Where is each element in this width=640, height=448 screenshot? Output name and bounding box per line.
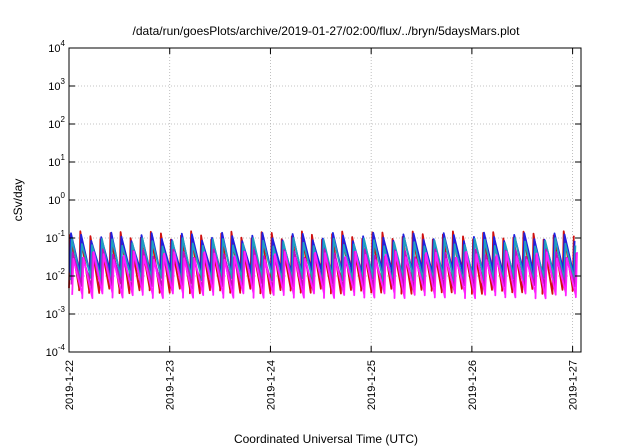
y-axis-label: cSv/day [11,179,25,222]
x-axis-label: Coordinated Universal Time (UTC) [234,432,418,446]
series-layer [68,230,578,300]
series-line [71,250,578,300]
y-tick-label: 10-4 [46,343,66,359]
y-tick-label: 100 [48,191,65,207]
y-tick-label: 10-1 [46,229,66,245]
y-tick-label: 104 [48,39,65,55]
x-tick-label: 2019-1-26 [467,360,479,410]
chart-title: /data/run/goesPlots/archive/2019-01-27/0… [133,24,521,38]
y-tick-label: 102 [48,115,65,131]
axis-ticks: 10-4 10-3 10-2 10-1 100 101 102 103 104 2019-1-22… [46,39,581,410]
y-tick-label: 103 [48,77,65,93]
x-tick-label: 2019-1-22 [64,360,76,410]
y-tick-label: 10-2 [46,267,66,283]
x-tick-label: 2019-1-25 [366,360,378,410]
x-tick-label: 2019-1-24 [265,360,277,410]
grid [69,48,581,352]
y-tick-label: 10-3 [46,305,66,321]
x-tick-label: 2019-1-27 [568,360,580,410]
series-line [69,237,577,285]
x-tick-label: 2019-1-23 [165,360,177,410]
y-tick-label: 101 [48,153,65,169]
